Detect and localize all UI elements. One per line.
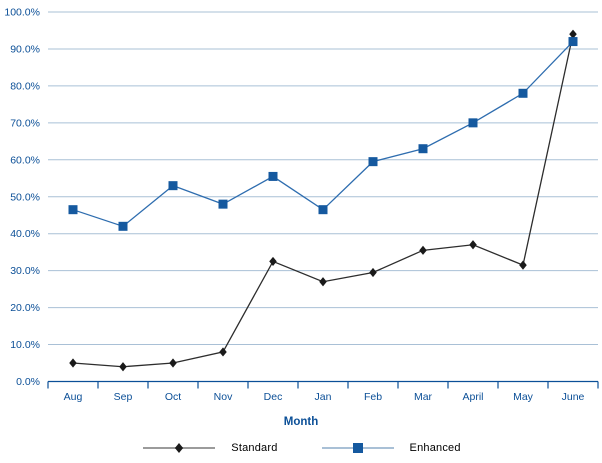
series-standard — [69, 29, 577, 372]
data-point-marker — [119, 362, 127, 372]
legend-item-standard: Standard — [141, 441, 277, 455]
y-tick-label: 70.0% — [10, 117, 40, 129]
data-point-marker — [318, 205, 328, 215]
data-point-marker — [418, 144, 428, 154]
data-point-marker — [268, 171, 278, 181]
y-tick-label: 60.0% — [10, 154, 40, 166]
line-chart: 0.0% 10.0% 20.0% 30.0% 40.0% 50.0% 60.0% 70.0% 8… — [4, 7, 599, 428]
x-tick-label: Aug — [64, 391, 83, 403]
legend-item-enhanced: Enhanced — [320, 441, 461, 455]
data-point-marker — [519, 260, 527, 270]
y-tick-label: 80.0% — [10, 80, 40, 92]
x-tick-label: Oct — [165, 391, 181, 403]
y-tick-label: 30.0% — [10, 265, 40, 277]
legend-label-enhanced: Enhanced — [409, 441, 461, 454]
data-point-marker — [518, 88, 528, 98]
y-tick-label: 40.0% — [10, 228, 40, 240]
series-line — [72, 34, 574, 368]
y-tick-label: 20.0% — [10, 302, 40, 314]
x-tick-label: Sep — [114, 391, 133, 403]
enhanced-square-icon — [321, 442, 394, 453]
chart-plot-area: 0.0% 10.0% 20.0% 30.0% 40.0% 50.0% 60.0% 70.0% 8… — [4, 7, 599, 428]
data-point-marker — [168, 181, 178, 191]
y-tick-label: 90.0% — [10, 43, 40, 55]
data-point-marker — [68, 205, 78, 215]
x-axis-title: Month — [284, 416, 318, 428]
data-point-marker — [569, 29, 577, 39]
y-tick-label: 0.0% — [16, 376, 40, 388]
data-point-marker — [118, 221, 128, 231]
data-point-marker — [169, 358, 177, 368]
x-tick-label: Jan — [315, 391, 332, 403]
x-tick-label: April — [462, 391, 483, 403]
x-tick-label: Feb — [364, 391, 382, 403]
x-tick-label: May — [513, 391, 534, 403]
data-point-marker — [468, 118, 478, 128]
data-point-marker — [219, 347, 227, 357]
data-point-marker — [269, 256, 277, 267]
legend-label-standard: Standard — [231, 441, 278, 454]
data-point-marker — [419, 245, 427, 255]
x-tick-label: June — [562, 391, 585, 403]
x-tick-label: Dec — [264, 391, 283, 403]
data-point-marker — [69, 358, 77, 368]
y-tick-label: 100.0% — [4, 7, 40, 19]
chart-legend: Standard Enhanced — [0, 432, 602, 463]
data-point-marker — [218, 199, 228, 209]
data-point-marker — [568, 37, 578, 47]
data-point-marker — [319, 277, 327, 287]
standard-diamond-icon — [143, 442, 216, 453]
data-point-marker — [369, 267, 377, 278]
data-point-marker — [352, 442, 363, 453]
y-tick-label: 50.0% — [10, 191, 40, 203]
x-tick-label: Mar — [414, 391, 433, 403]
series-enhanced — [68, 37, 578, 231]
series-line — [72, 41, 574, 228]
data-point-marker — [175, 442, 184, 453]
data-point-marker — [368, 157, 378, 167]
y-tick-label: 10.0% — [10, 339, 40, 351]
data-point-marker — [469, 240, 477, 250]
x-tick-label: Nov — [214, 391, 233, 403]
